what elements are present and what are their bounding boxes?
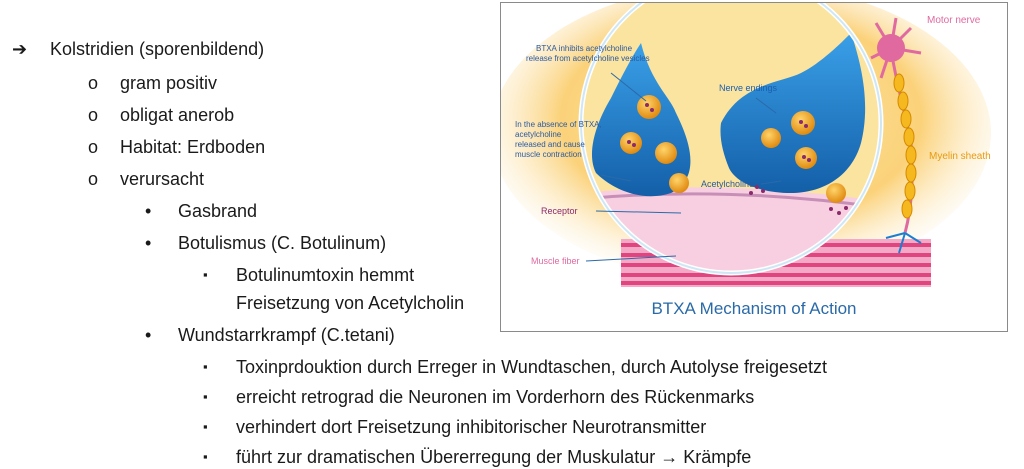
absence-label-line4: muscle contraction <box>515 150 582 159</box>
nerve-endings-label: Nerve endings <box>719 83 778 93</box>
square-bullet-icon: ▪ <box>203 267 208 282</box>
outline-level3-item: Botulinumtoxin hemmt <box>236 265 415 285</box>
outline-level1-item: verursacht <box>120 169 205 189</box>
square-bullet-icon: ▪ <box>203 449 208 464</box>
outline-level1-item: gram positiv <box>120 73 218 93</box>
figure-caption: BTXA Mechanism of Action <box>651 299 857 318</box>
btxa-label-line1: BTXA inhibits acetylcholine <box>536 44 633 53</box>
motor-nerve-label: Motor nerve <box>927 15 981 26</box>
outline-level3-item: erreicht retrograd die Neuronen im Vorde… <box>236 387 755 407</box>
myelin-sheath-shape <box>885 73 922 254</box>
muscle-fiber-label: Muscle fiber <box>531 256 580 266</box>
outline-level3-continuation: Freisetzung von Acetylcholin <box>236 293 465 313</box>
btxa-label-line2: release from acetylcholine vesicles <box>526 54 650 63</box>
absence-label-line1: In the absence of BTXA, <box>515 120 602 129</box>
outline-level2-item: Gasbrand <box>178 201 258 221</box>
absence-label-line3: released and cause <box>515 140 585 149</box>
outline-level2-item: Botulismus (C. Botulinum) <box>178 233 387 253</box>
outline-root-item: Kolstridien (sporenbildend) <box>50 39 265 59</box>
circle-bullet-icon: o <box>88 73 99 93</box>
arrow-bullet-icon: ➔ <box>12 39 28 59</box>
outline-level1-item: obligat anerob <box>120 105 235 125</box>
btxa-illustration: Motor nerve BTXA inhibits acetylcholine … <box>501 3 1006 330</box>
absence-label-line2: acetylcholine <box>515 130 562 139</box>
square-bullet-icon: ▪ <box>203 419 208 434</box>
disc-bullet-icon: • <box>145 201 152 221</box>
outline-level1-item: Habitat: Erdboden <box>120 137 266 157</box>
outline-level2-item: Wundstarrkrampf (C.tetani) <box>178 325 395 345</box>
receptor-label: Receptor <box>541 206 578 216</box>
circle-bullet-icon: o <box>88 169 99 189</box>
square-bullet-icon: ▪ <box>203 359 208 374</box>
btxa-mechanism-figure: Motor nerve BTXA inhibits acetylcholine … <box>500 2 1008 332</box>
outline-level3-item: verhindert dort Freisetzung inhibitorisc… <box>236 417 707 437</box>
myelin-sheath-label: Myelin sheath <box>929 151 991 162</box>
circle-bullet-icon: o <box>88 137 99 157</box>
circle-bullet-icon: o <box>88 105 99 125</box>
leader-lines <box>585 72 782 262</box>
square-bullet-icon: ▪ <box>203 389 208 404</box>
disc-bullet-icon: • <box>145 233 152 253</box>
acetylcholine-label: Acetylcholine <box>701 179 754 189</box>
outline-level3-item: Toxinprdouktion durch Erreger in Wundtas… <box>236 357 827 377</box>
disc-bullet-icon: • <box>145 325 152 345</box>
acetylcholine-vesicles <box>620 95 848 215</box>
outline-level3-item: führt zur dramatischen Übererregung der … <box>236 447 752 467</box>
